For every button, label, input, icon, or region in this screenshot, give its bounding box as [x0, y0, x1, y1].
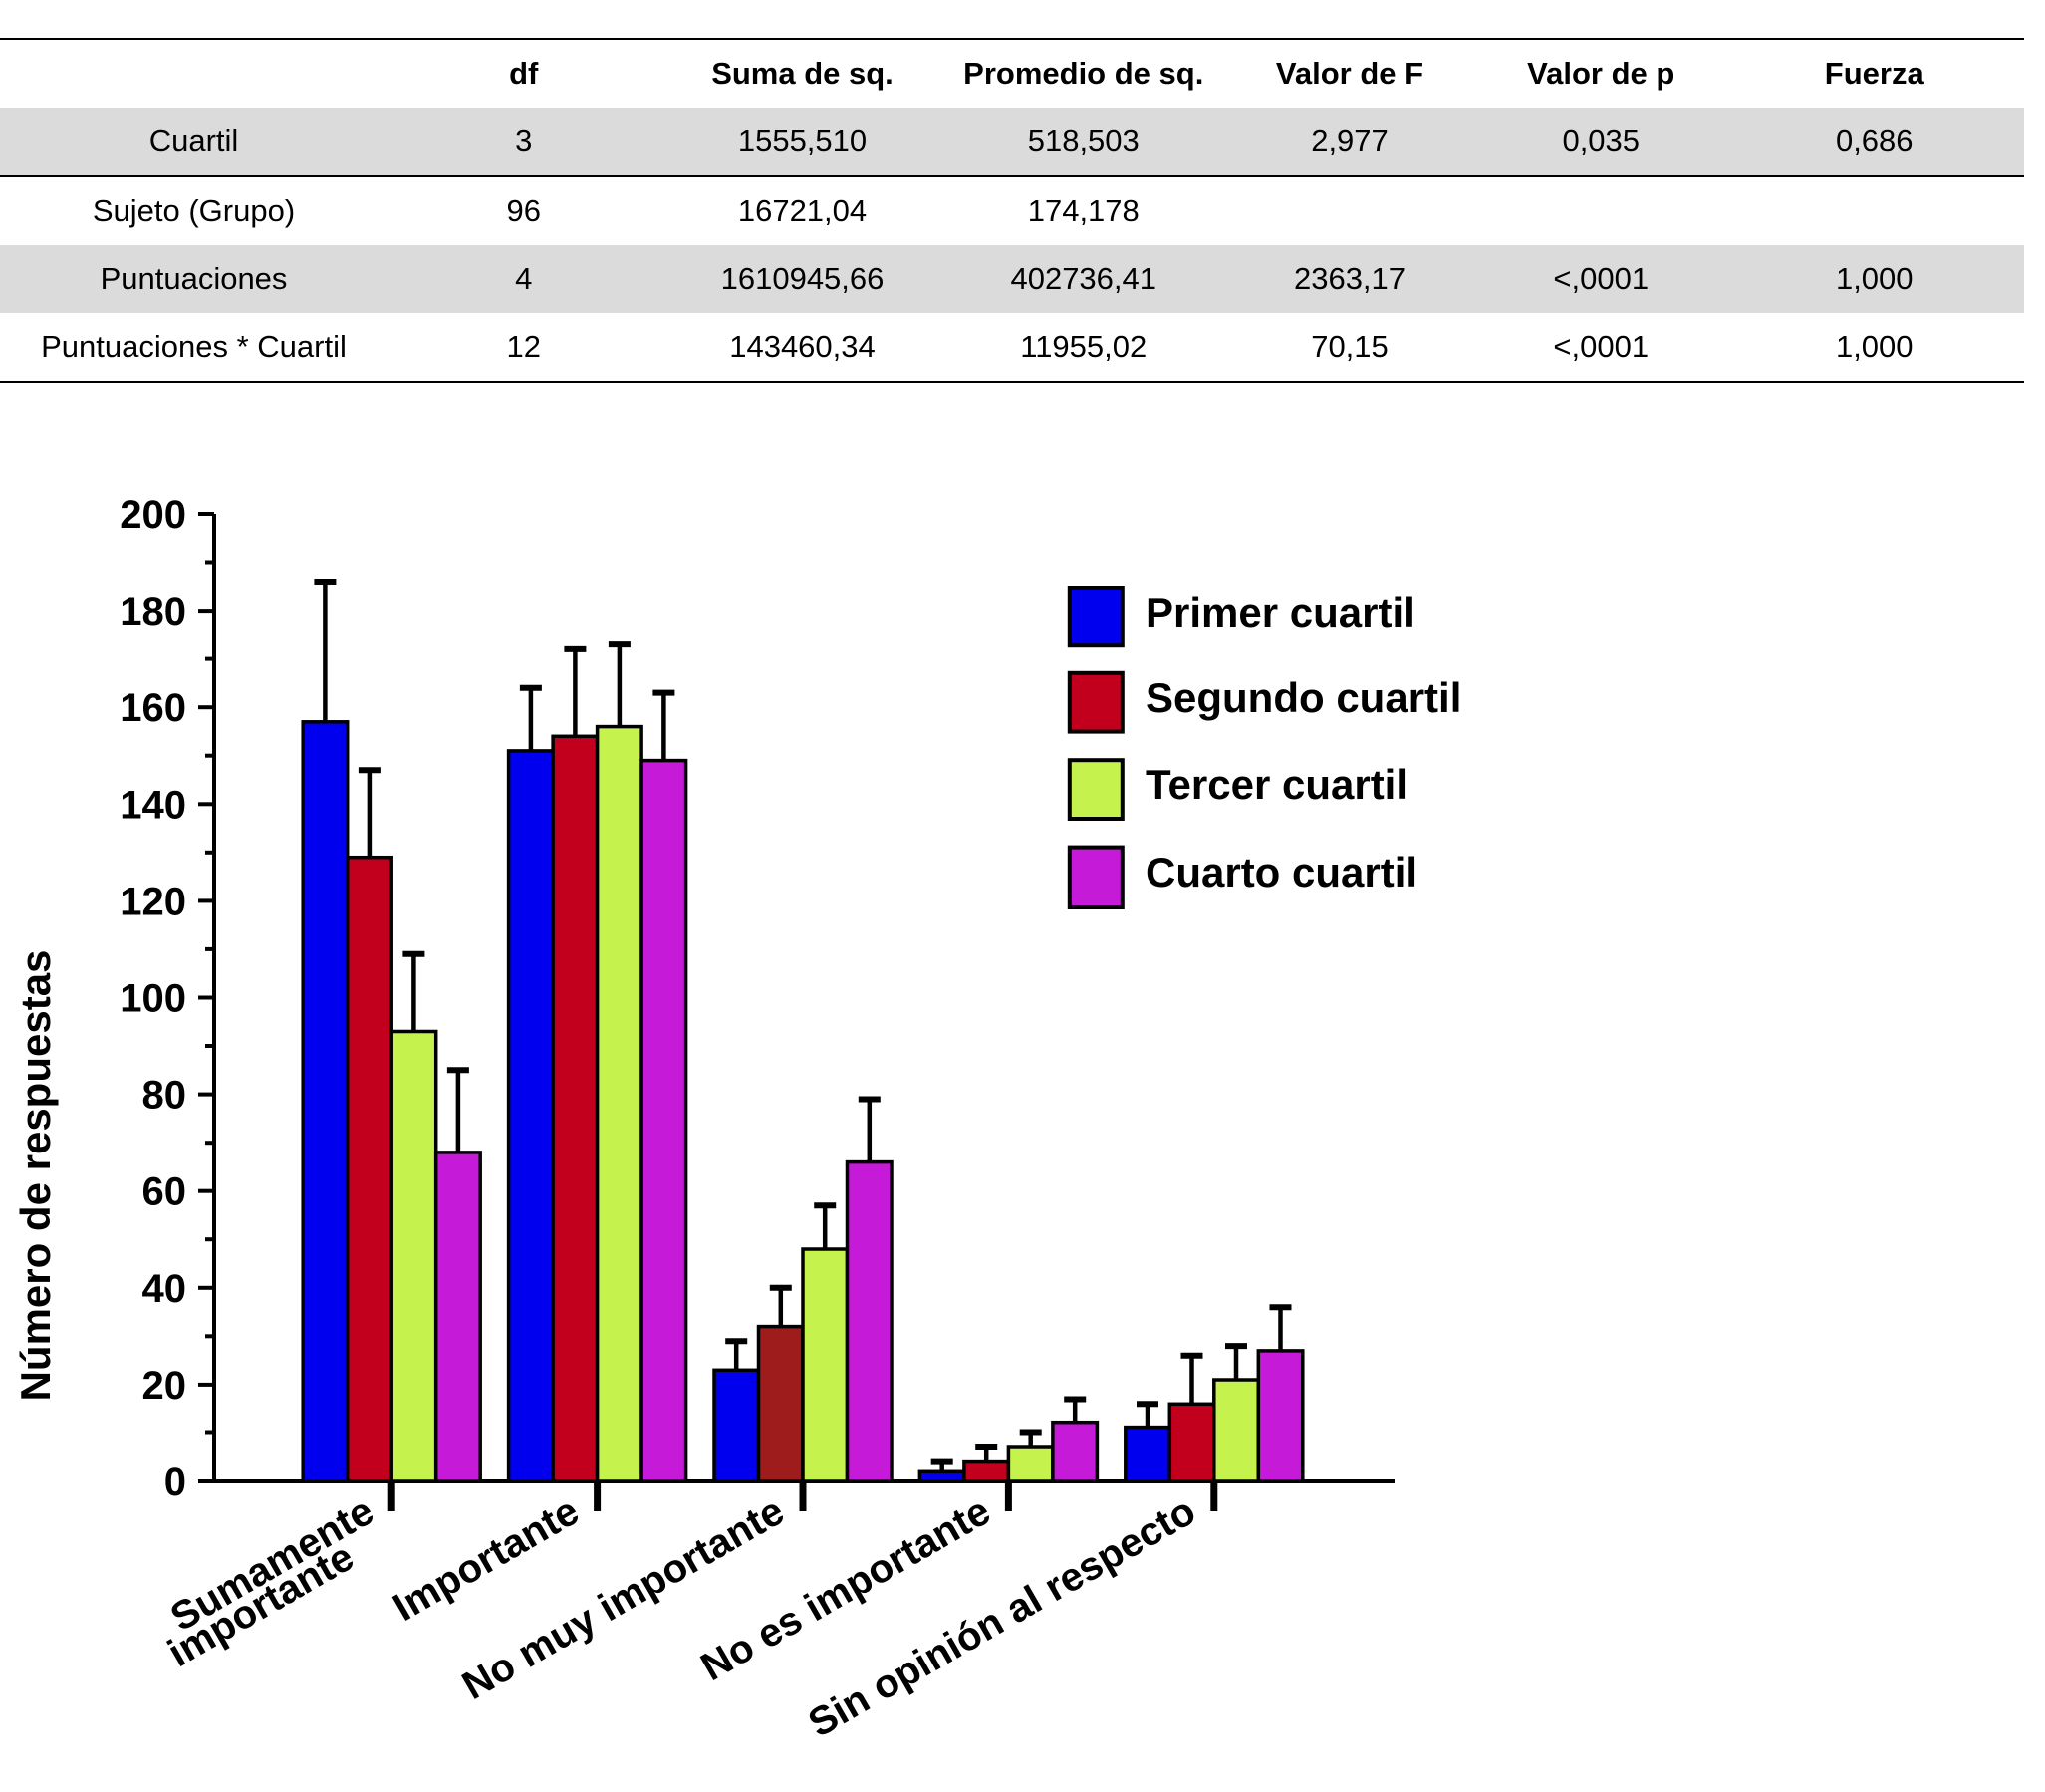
svg-text:Primer cuartil: Primer cuartil [1146, 589, 1415, 636]
svg-text:Importante: Importante [386, 1489, 587, 1630]
svg-text:100: 100 [120, 977, 186, 1021]
svg-text:Segundo cuartil: Segundo cuartil [1146, 674, 1461, 721]
svg-text:200: 200 [120, 493, 186, 537]
svg-text:Cuarto cuartil: Cuarto cuartil [1146, 849, 1417, 896]
svg-text:160: 160 [120, 686, 186, 730]
svg-text:40: 40 [142, 1267, 187, 1311]
svg-text:80: 80 [142, 1074, 187, 1118]
svg-text:20: 20 [142, 1364, 187, 1408]
svg-text:Número de respuestas: Número de respuestas [12, 950, 59, 1402]
svg-text:120: 120 [120, 880, 186, 923]
svg-text:0: 0 [164, 1460, 186, 1504]
svg-text:60: 60 [142, 1170, 187, 1214]
svg-text:Tercer cuartil: Tercer cuartil [1146, 761, 1407, 808]
svg-text:140: 140 [120, 783, 186, 827]
svg-text:180: 180 [120, 590, 186, 634]
svg-text:Sin opinión al respecto: Sin opinión al respecto [801, 1489, 1202, 1746]
